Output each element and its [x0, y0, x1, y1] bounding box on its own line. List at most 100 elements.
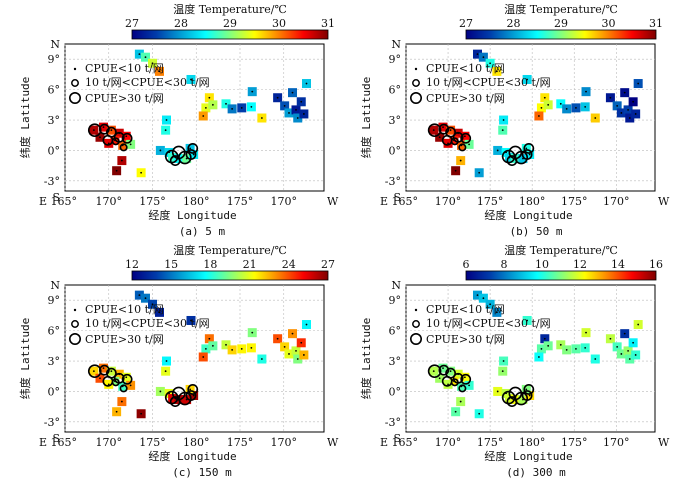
catch-dot: [502, 119, 505, 121]
catch-dot: [632, 100, 635, 103]
y-tick-label: N: [50, 38, 60, 51]
y-axis-label: 纬度 Latitude: [359, 318, 373, 400]
catch-dot: [288, 112, 290, 114]
catch-dot: [251, 90, 254, 93]
catch-dot: [442, 126, 444, 129]
x-tick-label: 180°: [183, 436, 210, 449]
y-tick-label: S: [52, 432, 60, 445]
colorbar-tick: 15: [164, 258, 178, 271]
colorbar-tick: 14: [611, 258, 625, 271]
y-tick-label: 9°: [48, 294, 61, 307]
colorbar-tick: 27: [459, 17, 473, 30]
catch-dot: [575, 347, 577, 350]
cpue-circle: [185, 390, 197, 401]
catch-dot: [115, 410, 118, 413]
catch-dot: [192, 153, 195, 156]
colorbar-tick: 16: [649, 258, 663, 271]
x-tick-label: E 165°: [380, 436, 418, 449]
y-tick-label: -3°: [44, 416, 60, 429]
y-tick-label: N: [391, 38, 401, 51]
catch-dot: [432, 129, 435, 132]
catch-dot: [489, 303, 492, 306]
y-tick-label: -3°: [44, 175, 60, 188]
plot-frame: [64, 43, 325, 192]
cpue-circle: [427, 123, 442, 137]
catch-dot: [189, 147, 192, 150]
y-tick-label: 9°: [389, 294, 402, 307]
cpue-circle: [98, 364, 110, 376]
y-tick-label: 3°: [48, 114, 61, 127]
x-tick-label: 175°: [477, 195, 504, 208]
catch-dot: [594, 117, 597, 119]
colorbar-tick: 31: [321, 17, 335, 30]
catch-dot: [449, 129, 452, 132]
catch-dot: [305, 82, 308, 85]
y-tick-label: N: [391, 279, 401, 292]
x-tick-label: W: [658, 436, 670, 449]
catch-dot: [140, 412, 143, 415]
cpue-circle: [119, 384, 128, 393]
catch-dot: [528, 394, 531, 397]
catch-dot: [129, 143, 132, 146]
catch-dot: [543, 96, 546, 99]
catch-dot: [240, 347, 243, 350]
catch-dot: [291, 332, 294, 335]
legend-symbol-small: [414, 67, 418, 71]
colorbar-tick: 29: [223, 17, 237, 30]
catch-dot: [283, 345, 286, 348]
x-tick-label: 170°: [603, 195, 630, 208]
colorbar-tick: 31: [649, 17, 663, 30]
panel-caption: (a) 5 m: [179, 225, 226, 238]
catch-dot: [585, 90, 587, 93]
cpue-circle: [87, 364, 102, 378]
colorbar-tick: 18: [203, 258, 217, 271]
cpue-circle: [187, 384, 199, 395]
catch-dot: [231, 107, 234, 110]
x-tick-label: 170°: [603, 436, 630, 449]
x-tick-label: 170°: [435, 436, 462, 449]
catch-dot: [496, 149, 499, 152]
legend-label: 10 t/网<CPUE<30 t/网: [85, 76, 210, 89]
catch-dot: [125, 135, 128, 138]
x-axis-label: 经度 Longitude: [148, 208, 236, 222]
x-tick-label: 175°: [139, 436, 166, 449]
legend-symbol-small: [414, 308, 418, 312]
catch-dot: [495, 311, 498, 314]
catch-dot: [628, 358, 631, 360]
catch-dot: [463, 376, 466, 379]
colorbar-tick: 28: [507, 17, 521, 30]
catch-dot: [151, 62, 154, 65]
catch-dot: [454, 169, 457, 172]
cpue-circle: [87, 123, 102, 137]
y-tick-label: 0°: [389, 144, 402, 157]
catch-dot: [432, 370, 435, 373]
catch-dot: [575, 106, 577, 109]
catch-dot: [468, 143, 470, 146]
x-tick-label: 170°: [435, 195, 462, 208]
x-axis-label: 经度 Longitude: [148, 449, 236, 463]
catch-dot: [609, 96, 612, 99]
catch-dot: [447, 383, 449, 386]
catch-dot: [296, 117, 299, 119]
y-tick-label: 9°: [48, 53, 61, 66]
catch-dot: [616, 345, 619, 348]
catch-dot: [260, 117, 263, 119]
x-tick-label: 175°: [561, 195, 588, 208]
x-tick-label: 170°: [271, 195, 298, 208]
catch-dot: [543, 337, 546, 340]
catch-dot: [92, 129, 95, 132]
catch-dot: [616, 104, 619, 107]
catch-dot: [305, 323, 308, 326]
colorbar: [465, 29, 657, 40]
y-tick-label: 9°: [389, 53, 402, 66]
catch-dot: [120, 159, 123, 162]
y-tick-label: -3°: [385, 175, 401, 188]
catch-dot: [620, 112, 623, 114]
catch-dot: [296, 358, 299, 360]
x-axis-label: 经度 Longitude: [484, 208, 572, 222]
y-axis-label: 纬度 Latitude: [359, 77, 373, 159]
catch-dot: [202, 356, 205, 358]
catch-dot: [260, 358, 263, 360]
catch-dot: [291, 91, 294, 94]
x-tick-label: 180°: [183, 195, 210, 208]
